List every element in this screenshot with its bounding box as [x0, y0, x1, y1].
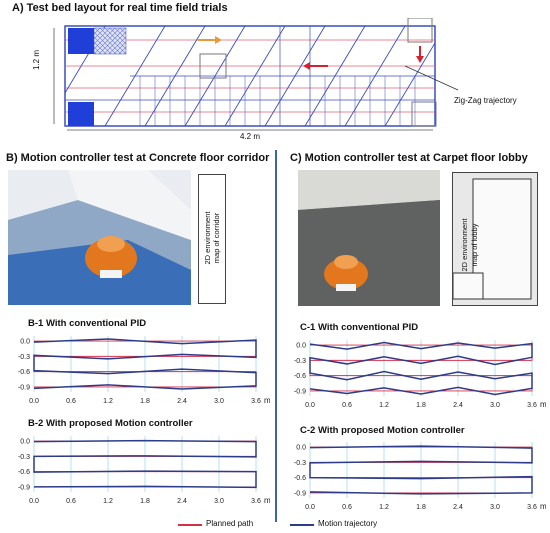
- b2-motion-trajectory-line: [33, 439, 257, 489]
- c2-y-tick: 0.0: [296, 445, 306, 452]
- robot-icon: [85, 238, 137, 278]
- c1-x-tick: 3.0: [490, 402, 500, 409]
- c1-x-tick: 0.6: [342, 402, 352, 409]
- b1-title: B-1 With conventional PID: [28, 318, 147, 329]
- c2-title: C-2 With proposed Motion controller: [300, 425, 465, 436]
- legend-planned-label: Planned path: [206, 519, 254, 528]
- legend-planned-swatch: [178, 524, 202, 526]
- c1-x-tick: 1.8: [416, 402, 426, 409]
- c1-y-tick: -0.6: [294, 373, 306, 380]
- corridor-map: [198, 174, 226, 304]
- robot-icon-lobby: [324, 258, 368, 290]
- corridor-photo: [8, 170, 191, 305]
- c1-x-tick: 2.4: [453, 402, 463, 409]
- width-dimension-label: 4.2 m: [240, 132, 261, 141]
- c1-title: C-1 With conventional PID: [300, 322, 419, 333]
- b2-y-tick: -0.3: [18, 454, 30, 461]
- c1-y-tick: -0.9: [294, 388, 306, 395]
- c2-y-tick: -0.6: [294, 475, 306, 482]
- c2-x-tick: 1.2: [379, 504, 389, 511]
- c2-y-tick: -0.9: [294, 490, 306, 497]
- b1-plot: 0.0 0.6 1.2 1.8 2.4 3.0 3.6 m 0.0 -0.3 -0.6 -0.9: [18, 336, 270, 405]
- b2-x-tick: 2.4: [177, 498, 187, 505]
- height-dimension-label: 1.2 m: [32, 49, 41, 70]
- b2-plot: 0.0 0.6 1.2 1.8 2.4 3.0 3.6 m 0.0 -0.3 -0.6 -0.9: [18, 436, 270, 505]
- start-tile-top: [68, 28, 94, 54]
- c2-x-tick: 0.0: [305, 504, 315, 511]
- b1-x-tick: 2.4: [177, 398, 187, 405]
- c1-motion-trajectory-line: [309, 341, 533, 396]
- corridor-map-label-1: 2D environment: [203, 211, 212, 265]
- b1-x-tick: 3.0: [214, 398, 224, 405]
- column-divider: [275, 150, 277, 522]
- b2-x-tick: 0.0: [29, 498, 39, 505]
- b1-y-tick: -0.6: [18, 369, 30, 376]
- start-tile-bottom: [68, 102, 94, 126]
- b1-x-tick: 3.6: [251, 398, 261, 405]
- section-a-title: A) Test bed layout for real time field t…: [12, 2, 228, 14]
- lobby-map: [452, 172, 538, 306]
- b2-x-unit: m: [264, 496, 270, 505]
- b1-x-tick: 0.6: [66, 398, 76, 405]
- b1-motion-trajectory-line: [33, 338, 257, 390]
- test-bed-layout: [10, 17, 545, 146]
- section-c-title: C) Motion controller test at Carpet floo…: [290, 152, 528, 164]
- b1-y-tick: -0.9: [18, 384, 30, 391]
- c1-plot: 0.0 0.6 1.2 1.8 2.4 3.0 3.6 m 0.0 -0.3 -0.6 -0.9: [294, 340, 546, 409]
- c2-x-unit: m: [540, 502, 546, 511]
- zigzag-label: Zig-Zag trajectory: [454, 96, 517, 105]
- section-b-title: B) Motion controller test at Concrete fl…: [6, 152, 270, 164]
- b2-x-tick: 3.6: [251, 498, 261, 505]
- b2-y-tick: 0.0: [20, 439, 30, 446]
- corridor-map-label-2: map of corridor: [212, 212, 221, 264]
- test-bed-diagram: [53, 17, 459, 131]
- c2-plot: 0.0 0.6 1.2 1.8 2.4 3.0 3.6 m 0.0 -0.3 -0.6 -0.9: [294, 442, 546, 511]
- legend-motion-label: Motion trajectory: [318, 519, 378, 528]
- c2-y-tick: -0.3: [294, 460, 306, 467]
- b1-x-tick: 1.2: [103, 398, 113, 405]
- c2-x-tick: 3.0: [490, 504, 500, 511]
- c1-x-unit: m: [540, 400, 546, 409]
- b2-x-tick: 1.8: [140, 498, 150, 505]
- c1-x-tick: 1.2: [379, 402, 389, 409]
- lobby-photo: [298, 170, 440, 306]
- c2-motion-trajectory-line: [309, 445, 533, 495]
- b2-x-tick: 3.0: [214, 498, 224, 505]
- b2-x-tick: 0.6: [66, 498, 76, 505]
- c1-y-tick: -0.3: [294, 358, 306, 365]
- legend-motion-swatch: [290, 524, 314, 526]
- b1-x-tick: 1.8: [140, 398, 150, 405]
- c1-x-tick: 3.6: [527, 402, 537, 409]
- b2-x-tick: 1.2: [103, 498, 113, 505]
- c1-y-tick: 0.0: [296, 343, 306, 350]
- c2-x-tick: 1.8: [416, 504, 426, 511]
- c2-x-tick: 3.6: [527, 504, 537, 511]
- lobby-map-label-1: 2D environment: [460, 218, 469, 272]
- b2-y-tick: -0.6: [18, 469, 30, 476]
- c2-x-tick: 2.4: [453, 504, 463, 511]
- lobby-map-label-2: map of lobby: [470, 223, 479, 267]
- c1-x-tick: 0.0: [305, 402, 315, 409]
- b2-y-tick: -0.9: [18, 484, 30, 491]
- c2-x-tick: 0.6: [342, 504, 352, 511]
- b1-x-tick: 0.0: [29, 398, 39, 405]
- b2-title: B-2 With proposed Motion controller: [28, 418, 193, 429]
- b1-y-tick: 0.0: [20, 339, 30, 346]
- b1-x-unit: m: [264, 396, 270, 405]
- b1-y-tick: -0.3: [18, 354, 30, 361]
